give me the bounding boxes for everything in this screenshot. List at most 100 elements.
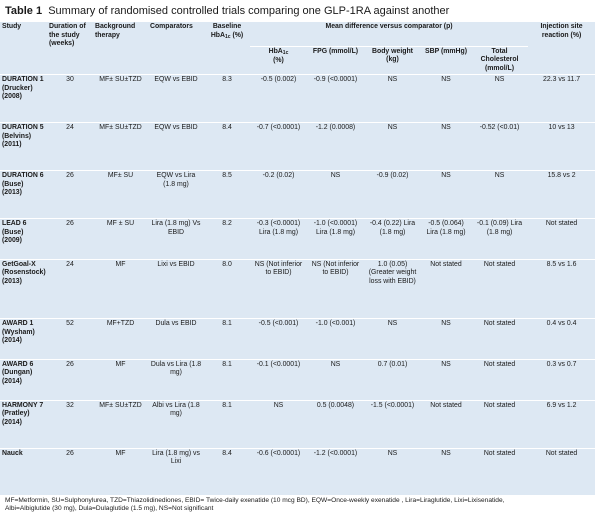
cell-comparators: EQW vs EBID [148, 74, 204, 123]
cell-injection: 10 vs 13 [528, 122, 595, 171]
cell-injection: 0.4 vs 0.4 [528, 318, 595, 360]
cell-body-weight: -0.9 (0.02) [364, 170, 421, 219]
cell-comparators: Albi vs Lira (1.8 mg) [148, 399, 204, 449]
header-total-cholesterol: Total Cholesterol (mmol/L) [480, 47, 519, 72]
table-footnote: MF=Metformin, SU=Sulphonylurea, TZD=Thia… [0, 495, 595, 517]
cell-injection: Not stated [528, 218, 595, 260]
cell-baseline: 8.0 [204, 258, 250, 319]
header-baseline-sub: 1c [224, 33, 231, 40]
cell-hba1c: -0.2 (0.02) [250, 170, 307, 219]
cell-total-cholesterol: Not stated [471, 399, 529, 449]
cell-fpg: 0.5 (0.0048) [307, 399, 364, 449]
cell-sbp: NS [421, 447, 471, 495]
cell-duration: 52 [47, 318, 93, 360]
header-baseline: Baseline HbA1c (%) [204, 22, 250, 75]
footnote-line-2: Albi=Albiglutide (30 mg), Dula=Dulagluti… [5, 505, 214, 513]
table-row: AWARD 6 (Dungan) (2014) 26 MF Dula vs Li… [0, 358, 595, 401]
cell-hba1c: -0.7 (<0.0001) [250, 122, 307, 171]
cell-injection: 15.8 vs 2 [528, 170, 595, 219]
cell-hba1c: -0.5 (<0.001) [250, 318, 307, 360]
cell-total-cholesterol: NS [471, 74, 529, 123]
header-baseline-unit: (%) [230, 31, 244, 39]
cell-fpg: NS [307, 170, 364, 219]
table-row: DURATION 5 (Belvins) (2011) 24 MF± SU±TZ… [0, 122, 595, 171]
cell-comparators: EQW vs EBID [148, 122, 204, 171]
cell-study: DURATION 1 (Drucker) (2008) [0, 74, 47, 123]
cell-comparators: Dula vs EBID [148, 318, 204, 360]
cell-injection: Not stated [528, 447, 595, 495]
cell-body-weight: 1.0 (0.05) (Greater weight loss with EBI… [364, 258, 421, 319]
header-duration: Duration of the study (weeks) [49, 23, 86, 48]
cell-baseline: 8.4 [204, 122, 250, 171]
cell-comparators: EQW vs Lira (1.8 mg) [148, 170, 204, 219]
table-row: HARMONY 7 (Pratley) (2014) 32 MF± SU±TZD… [0, 399, 595, 449]
cell-sbp: NS [421, 318, 471, 360]
cell-injection: 22.3 vs 11.7 [528, 74, 595, 123]
cell-study: GetGoal-X (Rosenstock) (2013) [0, 258, 47, 319]
cell-duration: 24 [47, 258, 93, 319]
cell-sbp: NS [421, 358, 471, 401]
header-study: Study [2, 23, 22, 30]
header-fpg: FPG (mmol/L) [312, 47, 359, 55]
cell-total-cholesterol: Not stated [471, 358, 529, 401]
footnote-line-1: MF=Metformin, SU=Sulphonylurea, TZD=Thia… [5, 497, 505, 504]
cell-background: MF± SU±TZD [93, 122, 148, 171]
cell-baseline: 8.1 [204, 358, 250, 401]
cell-duration: 26 [47, 218, 93, 260]
header-hba1c-sub: 1c [282, 49, 289, 56]
header-hba1c-main: HbA [268, 47, 283, 55]
caption-title: Summary of randomised controlled trials … [48, 5, 450, 17]
table-row: LEAD 6 (Buse) (2009) 26 MF ± SU Lira (1.… [0, 218, 595, 260]
header-mean-difference: Mean difference versus comparator (p) [250, 22, 529, 47]
cell-study: HARMONY 7 (Pratley) (2014) [0, 399, 47, 449]
cell-sbp: Not stated [421, 399, 471, 449]
cell-background: MF [93, 258, 148, 319]
cell-fpg: NS [307, 358, 364, 401]
cell-baseline: 8.2 [204, 218, 250, 260]
cell-total-cholesterol: Not stated [471, 447, 529, 495]
cell-sbp: NS [421, 74, 471, 123]
cell-comparators: Lixi vs EBID [148, 258, 204, 319]
cell-baseline: 8.1 [204, 399, 250, 449]
table-body: DURATION 1 (Drucker) (2008) 30 MF± SU±TZ… [0, 74, 595, 495]
cell-baseline: 8.1 [204, 318, 250, 360]
cell-study: AWARD 1 (Wysham) (2014) [0, 318, 47, 360]
table-row: Nauck 26 MF Lira (1.8 mg) vs Lixi 8.4 -0… [0, 447, 595, 495]
table-row: DURATION 1 (Drucker) (2008) 30 MF± SU±TZ… [0, 74, 595, 123]
table-row: DURATION 6 (Buse) (2013) 26 MF± SU EQW v… [0, 170, 595, 219]
header-hba1c-unit: (%) [273, 57, 284, 65]
cell-body-weight: NS [364, 447, 421, 495]
cell-hba1c: -0.3 (<0.0001) Lira (1.8 mg) [250, 218, 307, 260]
cell-hba1c: -0.6 (<0.0001) [250, 447, 307, 495]
cell-study: DURATION 6 (Buse) (2013) [0, 170, 47, 219]
caption-label: Table 1 [5, 5, 43, 17]
cell-background: MF+TZD [93, 318, 148, 360]
cell-baseline: 8.5 [204, 170, 250, 219]
cell-comparators: Lira (1.8 mg) vs Lixi [148, 447, 204, 495]
cell-background: MF± SU±TZD [93, 399, 148, 449]
cell-fpg: -1.2 (0.0008) [307, 122, 364, 171]
cell-injection: 6.9 vs 1.2 [528, 399, 595, 449]
cell-baseline: 8.4 [204, 447, 250, 495]
table-row: GetGoal-X (Rosenstock) (2013) 24 MF Lixi… [0, 258, 595, 319]
cell-body-weight: NS [364, 74, 421, 123]
cell-body-weight: 0.7 (0.01) [364, 358, 421, 401]
cell-injection: 8.5 vs 1.6 [528, 258, 595, 319]
trials-table: Study Duration of the study (weeks) Back… [0, 22, 595, 495]
cell-sbp: NS [421, 122, 471, 171]
cell-duration: 26 [47, 358, 93, 401]
cell-background: MF± SU [93, 170, 148, 219]
cell-fpg: -0.9 (<0.0001) [307, 74, 364, 123]
cell-total-cholesterol: NS [471, 170, 529, 219]
cell-total-cholesterol: Not stated [471, 258, 529, 319]
cell-hba1c: -0.5 (0.002) [250, 74, 307, 123]
cell-baseline: 8.3 [204, 74, 250, 123]
cell-total-cholesterol: -0.52 (<0.01) [471, 122, 529, 171]
cell-fpg: -1.0 (<0.001) [307, 318, 364, 360]
header-comparators: Comparators [150, 23, 193, 30]
header-body-weight: Body weight (kg) [372, 47, 413, 64]
cell-comparators: Lira (1.8 mg) Vs EBID [148, 218, 204, 260]
header-sbp: SBP (mmHg) [425, 47, 467, 55]
cell-background: MF [93, 358, 148, 401]
